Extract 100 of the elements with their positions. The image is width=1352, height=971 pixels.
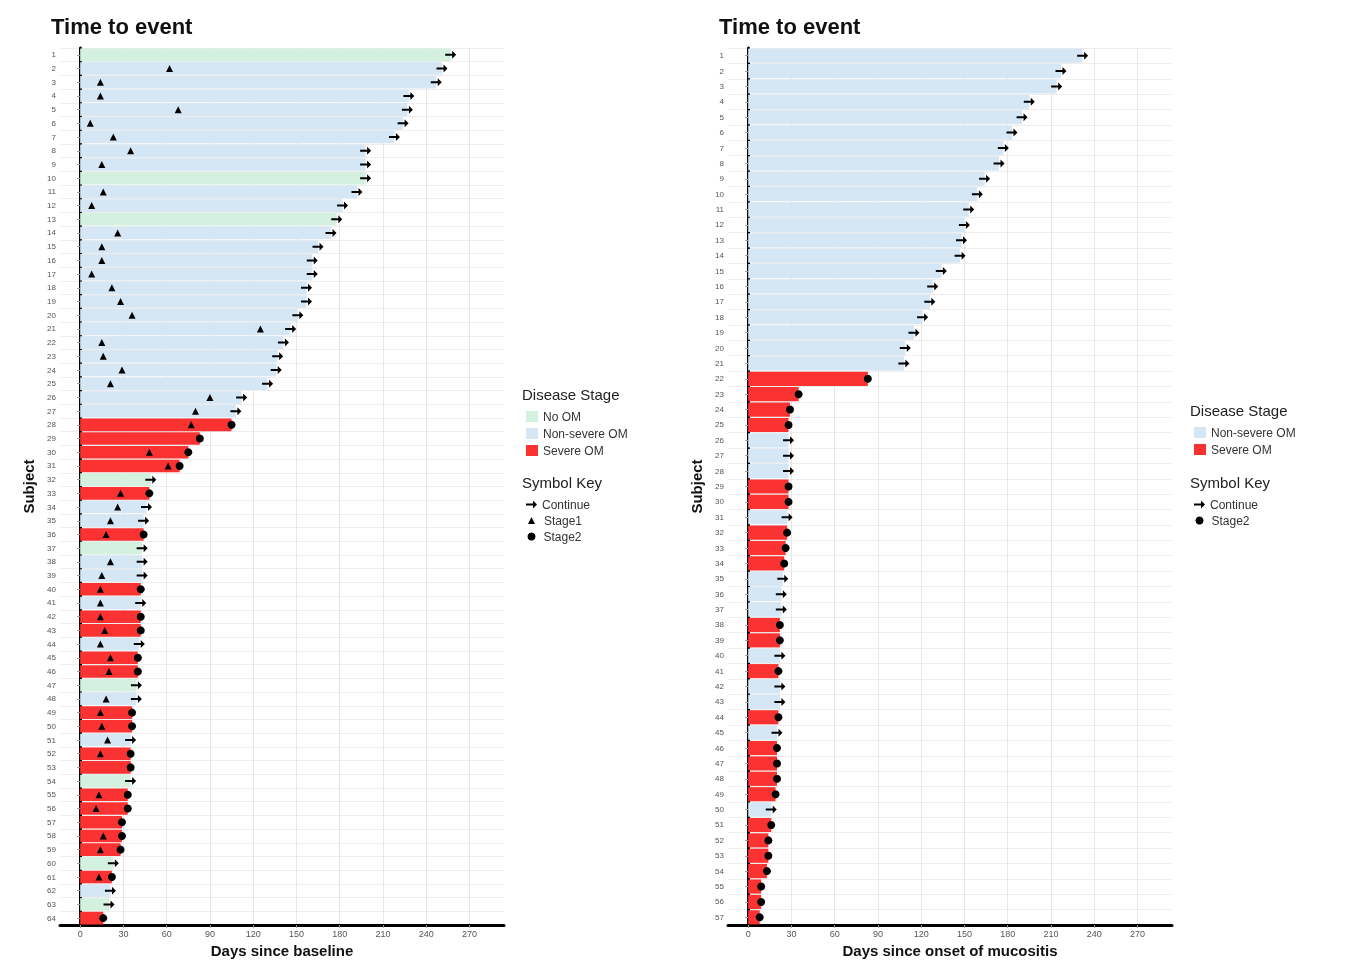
- y-tick-label: 6: [51, 118, 57, 128]
- y-tick-label: 39: [47, 571, 57, 581]
- y-tick-label: 26: [47, 392, 57, 402]
- bar: [748, 802, 772, 817]
- point: [767, 820, 776, 829]
- point: [757, 882, 766, 891]
- y-tick-label: 53: [715, 851, 725, 861]
- bar: [748, 725, 778, 740]
- y-tick-label: 24: [47, 365, 57, 375]
- bar: [748, 648, 780, 663]
- y-tick-label: 8: [51, 146, 57, 156]
- point: [145, 489, 154, 498]
- y-tick-label: 37: [715, 605, 725, 615]
- y-tick-label: 51: [715, 820, 725, 830]
- bar: [80, 733, 131, 747]
- y-tick-label: 19: [47, 297, 57, 307]
- y-tick-label: 62: [47, 886, 57, 896]
- bar: [748, 602, 782, 617]
- x-tick-label: 240: [418, 928, 434, 939]
- y-tick-label: 53: [47, 762, 57, 772]
- x-axis-title: Days since baseline: [210, 941, 354, 959]
- legend-label: No OM: [543, 409, 582, 424]
- point: [774, 697, 786, 706]
- point: [86, 119, 94, 127]
- y-tick-label: 21: [47, 324, 57, 334]
- point: [272, 352, 284, 361]
- point: [979, 174, 991, 183]
- point: [99, 914, 108, 923]
- bar: [80, 528, 144, 541]
- point: [139, 530, 148, 539]
- legend-label: Severe OM: [543, 443, 604, 458]
- y-tick-label: 8: [719, 158, 725, 168]
- point: [774, 651, 786, 660]
- y-tick-label: 9: [719, 174, 725, 184]
- y-tick-label: 14: [47, 228, 57, 238]
- point: [783, 436, 795, 445]
- x-tick-label: 30: [118, 928, 129, 939]
- y-tick-label: 55: [47, 790, 57, 800]
- y-tick-label: 54: [47, 776, 57, 786]
- point: [136, 612, 145, 621]
- y-tick-label: 46: [715, 743, 725, 753]
- y-tick-label: 61: [47, 872, 57, 882]
- x-tick-label: 120: [913, 928, 929, 939]
- y-tick-label: 22: [715, 374, 725, 384]
- y-tick-label: 57: [715, 912, 725, 922]
- point: [126, 749, 135, 758]
- point: [773, 744, 782, 753]
- point: [1077, 51, 1089, 60]
- y-tick-label: 27: [715, 451, 725, 461]
- point: [104, 736, 112, 744]
- y-tick-label: 29: [715, 482, 725, 491]
- y-tick-label: 49: [47, 708, 57, 718]
- y-tick-label: 54: [715, 866, 725, 876]
- y-tick-label: 45: [715, 728, 725, 738]
- point: [908, 328, 920, 337]
- bar: [80, 596, 141, 610]
- point: [774, 713, 783, 722]
- point: [1006, 128, 1018, 137]
- x-tick-label: 0: [745, 928, 751, 939]
- point: [773, 774, 782, 783]
- point: [109, 133, 117, 141]
- y-tick-label: 58: [47, 831, 57, 841]
- point: [118, 366, 126, 374]
- point: [98, 722, 106, 730]
- point: [786, 405, 794, 414]
- y-tick-label: 7: [719, 143, 725, 153]
- point: [774, 667, 783, 676]
- point: [971, 190, 983, 199]
- point: [136, 626, 145, 635]
- point: [105, 667, 113, 675]
- x-tick-label: 30: [786, 928, 797, 939]
- y-tick-label: 25: [715, 420, 725, 430]
- chart-title: Time to event: [51, 13, 194, 39]
- point: [96, 846, 104, 854]
- point: [337, 201, 349, 210]
- point: [135, 598, 147, 607]
- point: [401, 105, 413, 114]
- y-tick-label: 17: [47, 269, 57, 279]
- text: Symbol Key: [1190, 473, 1271, 491]
- point: [195, 434, 204, 443]
- point: [104, 886, 116, 895]
- y-tick-label: 56: [715, 897, 725, 907]
- point: [764, 836, 773, 845]
- point: [388, 133, 400, 142]
- point: [106, 558, 114, 566]
- point: [351, 187, 363, 196]
- y-tick-label: 47: [47, 680, 57, 690]
- point: [227, 420, 236, 429]
- y-tick-label: 11: [715, 205, 725, 215]
- y-tick-label: 11: [47, 187, 57, 197]
- y-tick-label: 44: [715, 712, 725, 722]
- y-tick-label: 29: [47, 434, 57, 444]
- point: [262, 379, 274, 388]
- y-tick-label: 23: [715, 389, 725, 399]
- y-tick-label: 27: [47, 406, 57, 416]
- point: [107, 859, 119, 868]
- x-tick-label: 60: [161, 928, 172, 939]
- point: [145, 448, 153, 456]
- y-tick-label: 52: [47, 749, 57, 759]
- y-tick-label: 4: [719, 97, 725, 107]
